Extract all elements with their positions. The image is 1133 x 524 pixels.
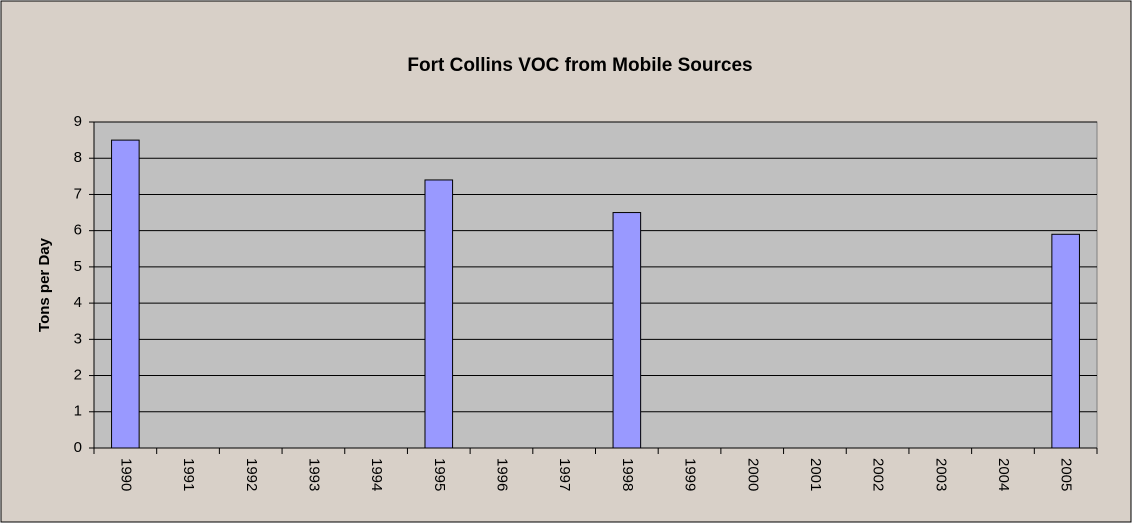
x-tick-label: 2003	[932, 458, 949, 491]
x-tick-label: 1992	[243, 458, 260, 491]
bar	[111, 139, 140, 449]
y-tick-label: 8	[74, 149, 82, 166]
y-axis-label: Tons per Day	[36, 237, 53, 332]
x-tick-label: 1998	[619, 458, 636, 491]
x-tick-label: 2000	[744, 458, 761, 491]
y-tick-label: 6	[74, 222, 82, 239]
x-tick-label: 2005	[1058, 458, 1075, 491]
y-tick-label: 1	[74, 403, 82, 420]
x-tick-label: 1999	[682, 458, 699, 491]
x-tick-label: 2001	[807, 458, 824, 491]
chart-title: Fort Collins VOC from Mobile Sources	[407, 55, 752, 76]
y-tick-label: 5	[74, 258, 82, 275]
x-tick-label: 1990	[117, 458, 134, 491]
x-tick-label: 2002	[870, 458, 887, 491]
y-tick-label: 4	[74, 294, 82, 311]
y-tick-label: 0	[74, 439, 82, 456]
bar	[1051, 233, 1080, 449]
x-tick-label: 1991	[180, 458, 197, 491]
x-tick-label: 1993	[305, 458, 322, 491]
plot-area	[93, 121, 1098, 449]
y-tick-label: 3	[74, 330, 82, 347]
y-tick-label: 9	[74, 113, 82, 130]
y-tick-label: 2	[74, 367, 82, 384]
x-tick-label: 1996	[494, 458, 511, 491]
x-tick-label: 1997	[556, 458, 573, 491]
x-tick-label: 1995	[431, 458, 448, 491]
bar	[612, 212, 642, 449]
bar	[424, 179, 454, 449]
x-tick-label: 2004	[995, 458, 1012, 491]
y-tick-label: 7	[74, 185, 82, 202]
x-tick-label: 1994	[368, 458, 385, 491]
